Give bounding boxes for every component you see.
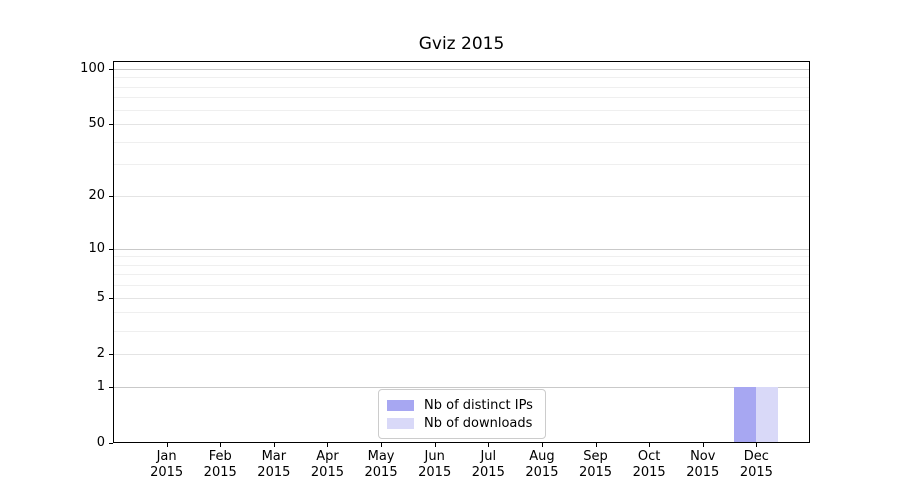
x-tick — [381, 443, 383, 447]
bar-nb-of-downloads-dec-2015 — [756, 386, 779, 442]
x-tick — [702, 443, 704, 447]
x-tick-label: Mar 2015 — [239, 449, 309, 481]
x-tick-label-line: Oct — [637, 449, 661, 464]
x-tick-label-line: 2015 — [525, 465, 559, 480]
x-tick-label: Nov 2015 — [668, 449, 738, 481]
x-tick-label-line: 2015 — [471, 465, 505, 480]
gridline-minor — [114, 141, 809, 143]
x-tick-label-line: Jan — [156, 449, 177, 464]
gridline-minor — [114, 97, 809, 99]
y-tick — [109, 196, 113, 198]
x-tick-label: Sep 2015 — [561, 449, 631, 481]
x-tick-label-line: Jun — [424, 449, 445, 464]
y-tick — [109, 386, 113, 388]
y-tick-label: 50 — [88, 116, 105, 132]
gridline-major — [114, 297, 809, 299]
x-tick-label-line: 2015 — [310, 465, 344, 480]
x-tick-label-line: 2015 — [418, 465, 452, 480]
y-tick — [109, 443, 113, 444]
gridline-minor — [114, 77, 809, 79]
x-tick — [756, 443, 758, 447]
chart-title: Gviz 2015 — [418, 34, 505, 54]
y-tick-label: 5 — [96, 289, 105, 305]
x-tick-label-line: 2015 — [150, 465, 184, 480]
y-tick-label: 2 — [96, 345, 105, 361]
x-tick-label: Aug 2015 — [507, 449, 577, 481]
y-tick — [109, 297, 113, 299]
x-tick — [166, 443, 168, 447]
legend-swatch-downloads — [387, 417, 414, 429]
gridline-minor — [114, 274, 809, 276]
x-tick-label-line: 2015 — [739, 465, 773, 480]
gridline-major — [114, 196, 809, 198]
x-tick-label-line: 2015 — [578, 465, 613, 480]
legend-entry-downloads: Nb of downloads — [387, 414, 537, 432]
x-tick-label-line: 2015 — [203, 465, 237, 480]
x-tick — [488, 443, 490, 447]
x-tick — [327, 443, 329, 447]
gridline-minor — [114, 164, 809, 166]
x-tick — [273, 443, 275, 447]
plot-area — [113, 61, 810, 443]
gridline-minor — [114, 264, 809, 266]
y-tick-label: 100 — [80, 60, 105, 76]
y-tick-label: 10 — [88, 240, 105, 256]
gridline-minor — [114, 86, 809, 88]
y-tick-label: 1 — [96, 378, 105, 394]
x-tick-label-line: 2015 — [364, 465, 398, 480]
x-tick-label-line: Apr — [316, 449, 339, 464]
x-tick-label-line: Aug — [529, 449, 555, 464]
y-tick — [109, 353, 113, 355]
gridline-decade — [114, 248, 809, 250]
legend-label-distinct-ips: Nb of distinct IPs — [424, 397, 533, 413]
legend: Nb of distinct IPs Nb of downloads — [378, 389, 546, 439]
x-tick-label-line: May — [367, 449, 395, 464]
gridline-major — [114, 353, 809, 355]
x-tick-label: Feb 2015 — [185, 449, 255, 481]
x-tick — [541, 443, 543, 447]
legend-label-downloads: Nb of downloads — [424, 415, 533, 431]
gridline-minor — [114, 256, 809, 258]
x-tick — [434, 443, 436, 447]
x-tick-label-line: Feb — [208, 449, 232, 464]
y-tick — [109, 124, 113, 126]
x-tick-label-line: 2015 — [632, 465, 666, 480]
y-tick-label: 0 — [96, 435, 105, 450]
gridline-minor — [114, 109, 809, 111]
x-tick — [649, 443, 651, 447]
gridline-minor — [114, 285, 809, 287]
y-tick — [109, 248, 113, 250]
x-tick-label-line: Nov — [690, 449, 716, 464]
x-tick-label-line: 2015 — [686, 465, 720, 480]
x-tick-label-line: 2015 — [257, 465, 291, 480]
x-tick-label-line: Jul — [480, 449, 497, 464]
legend-entry-distinct-ips: Nb of distinct IPs — [387, 396, 537, 414]
x-tick-label-line: Sep — [583, 449, 608, 464]
y-tick-label: 20 — [88, 188, 105, 204]
x-tick — [220, 443, 222, 447]
x-tick-label: Jul 2015 — [453, 449, 523, 481]
y-tick — [109, 68, 113, 70]
x-tick-label: Dec 2015 — [721, 449, 791, 481]
bar-nb-of-distinct-ips-dec-2015 — [734, 386, 757, 442]
x-tick-label-line: Dec — [743, 449, 769, 464]
x-tick-label: May 2015 — [346, 449, 416, 481]
x-tick-label: Jun 2015 — [400, 449, 470, 481]
x-tick-label: Oct 2015 — [614, 449, 684, 481]
x-tick — [595, 443, 597, 447]
gridline-minor — [114, 330, 809, 332]
gridline-major — [114, 124, 809, 126]
gridline-decade — [114, 386, 809, 388]
x-tick-label-line: Mar — [261, 449, 287, 464]
x-tick-label: Jan 2015 — [132, 449, 202, 481]
legend-swatch-distinct-ips — [387, 399, 414, 411]
gridline-decade — [114, 68, 809, 70]
x-tick-label: Apr 2015 — [292, 449, 362, 481]
gridline-minor — [114, 312, 809, 314]
